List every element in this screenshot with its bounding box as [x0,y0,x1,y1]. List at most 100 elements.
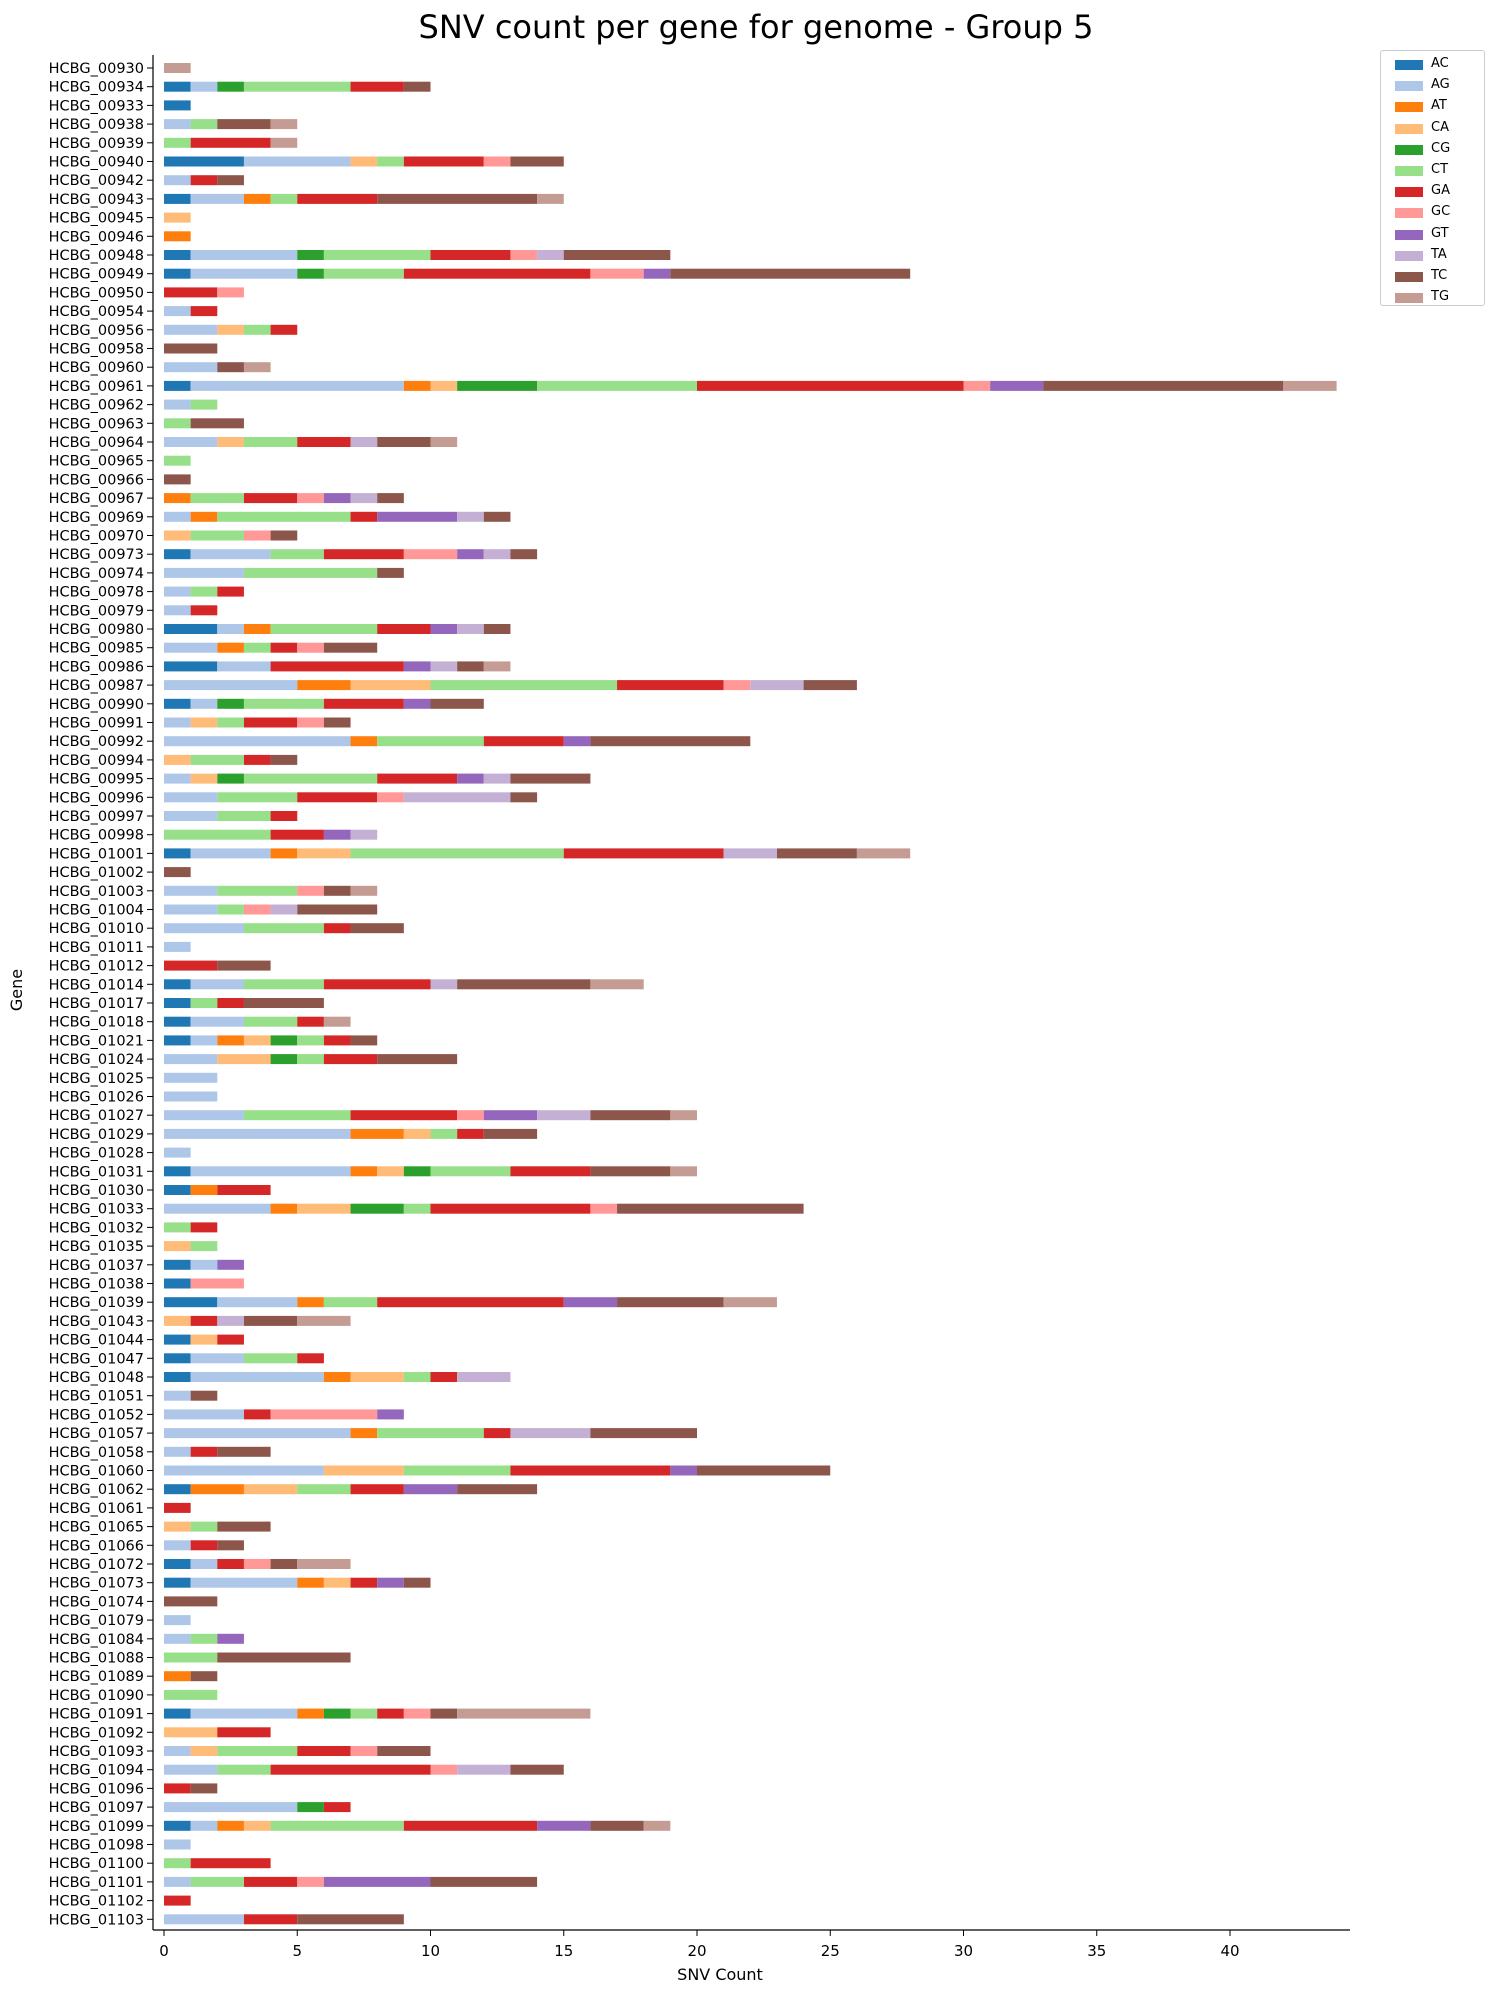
legend-label: GT [1431,225,1449,241]
bar-segment-ac [164,1035,191,1046]
y-tick-label: HCBG_00942 [49,173,144,189]
bar-segment-tc [563,250,671,260]
bar-segment-ca [190,1746,218,1756]
bar-segment-ac [164,661,218,672]
bar-segment-ag [164,586,191,597]
bar-segment-gc [297,493,324,504]
y-tick-label: HCBG_00949 [49,267,144,283]
bar-segment-ga [377,1297,564,1308]
bar-segment-ac [164,1334,191,1345]
bar-segment-ct [190,119,218,130]
legend-label: AT [1431,98,1447,114]
bar-segment-ta [723,848,777,859]
legend-label: AC [1431,56,1449,71]
bar-segment-tc [617,1203,804,1214]
bar-segment-at [217,1035,244,1046]
bar-segment-at [297,680,351,691]
bar-segment-tc [590,1110,671,1121]
bar-segment-ac [164,698,191,709]
bar-segment-ct [190,493,244,504]
bar-segment-tc [377,493,404,504]
bar-segment-ga [403,268,591,279]
bar-segment-ca [403,1128,431,1139]
bar-segment-tc [164,474,191,485]
bar-segment-ct [164,1652,218,1663]
bar-segment-ta [457,511,484,522]
bar-segment-tc [323,717,351,728]
bar-segment-ct [164,1689,218,1700]
legend-label: CT [1431,161,1449,177]
bar-segment-tc [323,885,351,896]
legend-item-ac: AC [1381,56,1484,77]
bar-segment-ag [164,792,218,803]
bar-segment-gc [483,156,511,167]
x-axis: 0 5 10 15 20 25 30 35 40 [153,1929,1350,1960]
y-tick-label: HCBG_01010 [49,921,144,937]
bar-segment-at [297,1577,324,1588]
bar-segment-at [403,380,431,391]
bar-segment-gc [430,1764,458,1775]
y-tick-label: HCBG_00933 [49,98,144,114]
bar-segment-ct [403,1465,511,1476]
bar-segment-ga [217,1727,271,1738]
y-tick-label: HCBG_01018 [49,1015,144,1031]
bar-segment-ga [164,960,218,971]
legend-label: TA [1431,246,1447,262]
bar-segment-ac [164,250,191,260]
legend-label: GA [1431,183,1450,199]
y-tick-label: HCBG_00978 [49,585,144,601]
bar-segment-tg [537,193,564,204]
bar-segment-gc [190,1278,244,1289]
bar-segment-ga [323,979,431,990]
bar-segment-ga [510,1166,591,1177]
bar-segment-ga [270,829,324,840]
y-tick-label: HCBG_01033 [49,1202,144,1218]
bar-segment-ga [323,549,404,560]
bar-segment-ga [297,792,378,803]
bar-segment-tc [590,1428,697,1439]
bar-segment-ct [164,418,191,429]
y-tick-label: HCBG_01098 [49,1838,144,1854]
bar-segment-ga [350,81,404,92]
bar-segment-ga [164,1783,191,1794]
bar-segment-gt [457,773,484,784]
bar-segment-at [270,848,298,859]
bars-group [164,63,1337,1925]
bar-segment-cg [323,1708,351,1719]
bar-segment-ca [217,437,244,447]
bar-segment-tc [350,1035,378,1046]
bar-segment-ta [217,1315,244,1326]
bar-segment-ct [217,885,298,896]
bar-segment-tc [377,437,431,447]
bar-segment-ga [297,1016,324,1027]
bar-segment-gc [243,904,271,915]
bar-segment-tc [243,1315,298,1326]
legend-label: GC [1431,204,1451,220]
bar-segment-tc [510,1764,564,1775]
y-tick-label: HCBG_01092 [49,1725,144,1741]
x-tick-label: 10 [421,1942,440,1960]
bar-segment-at [164,231,191,242]
bar-segment-ag [190,1577,298,1588]
bar-segment-tg [323,1016,351,1027]
bar-segment-ca [217,1054,271,1065]
bar-segment-ca [164,530,191,541]
bar-segment-tc [164,1596,218,1607]
y-tick-label: HCBG_01047 [49,1351,144,1367]
bar-segment-ca [164,1315,191,1326]
bar-segment-ga [323,698,404,709]
bar-segment-tc [217,1521,271,1532]
bar-segment-ac [164,1372,191,1382]
bar-segment-ag [164,399,191,410]
bar-segment-ag [164,885,218,896]
y-tick-label: HCBG_01024 [49,1052,144,1068]
bar-segment-ac [164,1559,191,1569]
y-tick-label: HCBG_00964 [49,435,144,451]
bar-segment-tc [617,1297,724,1308]
y-tick-label: HCBG_01029 [49,1127,144,1143]
bar-segment-gt [643,268,671,279]
bar-segment-ac [164,1577,191,1588]
bar-segment-ca [190,717,218,728]
y-tick-label: HCBG_01014 [49,977,144,993]
bar-segment-ag [164,1802,298,1813]
